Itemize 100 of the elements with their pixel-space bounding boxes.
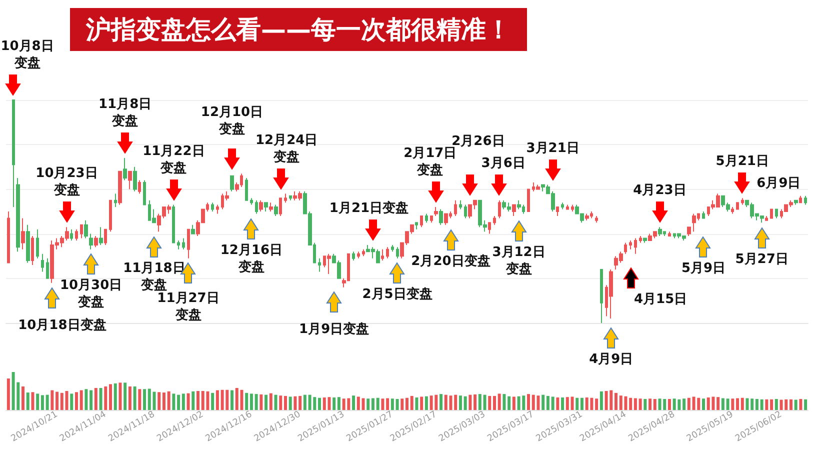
bar (400, 398, 404, 410)
bar (774, 398, 778, 410)
bar (104, 386, 108, 410)
candlestick (118, 170, 122, 206)
annotation: 12月16日变盘 (220, 242, 283, 276)
annotation: 11月22日变盘 (142, 142, 205, 177)
bar (556, 397, 560, 410)
candlestick (318, 258, 321, 272)
candlestick (123, 157, 127, 181)
candlestick (264, 202, 268, 212)
candlestick (512, 204, 516, 216)
candlestick (255, 200, 258, 214)
bar (158, 392, 161, 410)
candlestick (556, 206, 559, 216)
candlestick (245, 178, 248, 201)
bar (143, 389, 146, 410)
bar (478, 394, 482, 410)
annotation: 3月12日变盘 (492, 244, 546, 278)
candlestick (21, 218, 25, 250)
bar (474, 394, 477, 410)
bar (716, 397, 720, 410)
bar (576, 398, 579, 410)
bar (65, 391, 68, 410)
bar (177, 394, 180, 410)
bar (648, 398, 652, 410)
bar (94, 388, 98, 410)
bar (371, 398, 374, 410)
annotation: 10月18日变盘 (18, 316, 106, 334)
bar (799, 398, 802, 410)
bar (352, 396, 356, 410)
annotation: 1月21日变盘 (329, 200, 409, 217)
bar (260, 394, 263, 410)
candlestick (425, 213, 428, 224)
bar (406, 398, 408, 410)
annotation: 6月9日 (756, 174, 801, 192)
candlestick (731, 206, 734, 214)
candlestick (128, 170, 132, 190)
annotation: 10月30日变盘 (60, 277, 122, 312)
bar (90, 390, 93, 410)
bar (294, 396, 297, 410)
bar (634, 398, 637, 410)
candlestick (420, 215, 423, 228)
bar (629, 398, 632, 410)
bar (26, 392, 30, 410)
candlestick (362, 248, 365, 257)
bar (376, 398, 380, 410)
bar (458, 396, 462, 410)
bar (644, 398, 647, 410)
bar (527, 394, 530, 410)
bar (424, 396, 428, 410)
candlestick (629, 240, 632, 250)
candlestick (643, 238, 647, 244)
candlestick (84, 220, 88, 239)
candlestick (182, 238, 185, 250)
bar (298, 396, 302, 410)
text: 10月8日变盘 (0, 38, 54, 72)
candlestick (216, 204, 219, 214)
text: 4月9日 (589, 351, 634, 368)
bar (118, 382, 122, 410)
candlestick (94, 236, 98, 248)
bar (765, 399, 768, 410)
bar (162, 392, 166, 410)
candlestick (585, 213, 589, 221)
candlestick (75, 228, 78, 241)
candlestick (765, 215, 768, 221)
candlestick (566, 204, 569, 210)
bar (167, 391, 170, 410)
candlestick (609, 268, 613, 320)
bar (502, 394, 506, 410)
candlestick (799, 195, 802, 204)
candlestick (775, 208, 778, 219)
bar (114, 383, 117, 410)
candlestick (459, 200, 462, 210)
bar (546, 396, 550, 410)
candlestick (454, 200, 457, 216)
candlestick (36, 228, 39, 259)
candlestick (415, 222, 418, 230)
candlestick (7, 211, 10, 264)
candlestick (493, 215, 496, 226)
candlestick (187, 228, 190, 259)
bar (74, 392, 78, 410)
annotation: 2月20日变盘 (411, 252, 490, 270)
candlestick (89, 233, 93, 250)
bar (498, 394, 501, 410)
candlestick (571, 204, 574, 212)
bar (269, 393, 272, 410)
bar (687, 398, 690, 410)
bar (254, 394, 258, 410)
candlestick (109, 200, 112, 232)
bar (186, 393, 190, 410)
annotation: 2月17日变盘 (404, 146, 457, 180)
candlestick (687, 226, 691, 237)
bar (420, 396, 424, 410)
annotation: 5月21日 (716, 153, 769, 170)
candlestick (464, 204, 467, 219)
candlestick (26, 224, 30, 264)
bar (542, 394, 545, 410)
bar (600, 391, 603, 410)
candlestick (600, 268, 603, 324)
candlestick (16, 178, 20, 252)
